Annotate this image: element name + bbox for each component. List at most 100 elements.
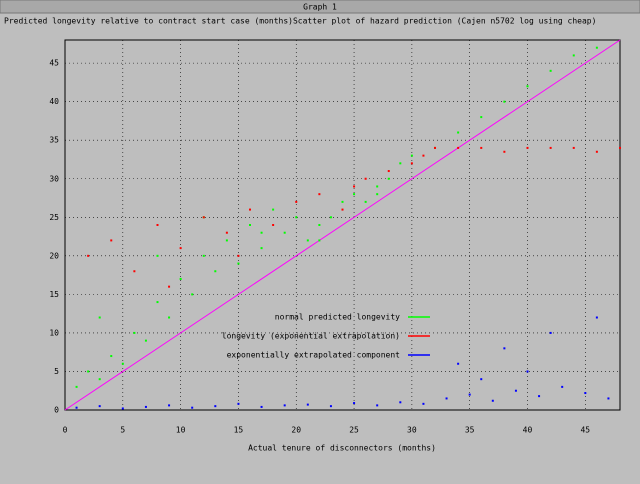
point	[214, 270, 217, 273]
point	[399, 401, 402, 404]
point	[549, 146, 552, 149]
point	[110, 239, 113, 242]
point	[156, 224, 159, 226]
point	[572, 54, 575, 57]
point	[434, 146, 436, 149]
point	[237, 402, 240, 405]
point	[191, 406, 194, 409]
y-tick-label: 30	[49, 174, 59, 183]
legend-label: longevity (exponential extrapolation)	[222, 332, 400, 341]
point	[260, 247, 263, 250]
point	[364, 177, 367, 180]
point	[237, 262, 240, 265]
point	[318, 239, 321, 242]
point	[410, 162, 413, 165]
point	[121, 407, 124, 410]
point	[75, 385, 78, 388]
point	[133, 270, 136, 273]
point	[329, 405, 332, 408]
point	[526, 370, 529, 373]
point	[399, 162, 402, 165]
point	[156, 301, 159, 304]
legend-label: normal predicted longevity	[275, 313, 400, 322]
x-tick-label: 30	[407, 426, 417, 435]
x-tick-label: 0	[63, 426, 68, 435]
point	[341, 200, 344, 203]
point	[87, 370, 90, 373]
x-tick-label: 15	[234, 426, 244, 435]
point	[595, 46, 598, 49]
point	[572, 146, 575, 149]
point	[225, 231, 228, 234]
point	[202, 216, 205, 219]
window-title: Graph 1	[303, 3, 337, 12]
y-tick-label: 5	[54, 367, 59, 376]
point	[179, 277, 182, 280]
reference-line	[64, 39, 621, 411]
chart-title: Predicted longevity relative to contract…	[4, 17, 596, 26]
point	[144, 405, 147, 408]
point	[445, 397, 448, 400]
point	[376, 185, 379, 188]
y-tick-label: 40	[49, 97, 59, 106]
point	[249, 208, 251, 211]
point	[364, 200, 367, 203]
point	[283, 404, 286, 407]
point	[179, 247, 182, 250]
point	[549, 331, 552, 334]
point	[191, 293, 194, 296]
point	[353, 193, 356, 196]
point	[353, 402, 356, 405]
point	[329, 216, 332, 219]
x-tick-label: 20	[291, 426, 301, 435]
title-bar[interactable]	[0, 0, 640, 14]
point	[156, 254, 159, 257]
x-tick-label: 45	[580, 426, 590, 435]
y-tick-label: 15	[49, 290, 59, 299]
point	[249, 224, 251, 226]
point	[503, 100, 506, 103]
point	[422, 154, 425, 157]
point	[376, 404, 379, 407]
point	[260, 405, 263, 408]
point	[457, 146, 460, 149]
point	[168, 285, 171, 288]
point	[306, 403, 309, 406]
point	[468, 393, 471, 396]
point	[538, 395, 541, 398]
y-tick-label: 25	[49, 213, 59, 222]
point	[491, 399, 494, 402]
point	[480, 378, 483, 381]
point	[514, 389, 517, 392]
point	[237, 254, 240, 257]
point	[526, 146, 529, 149]
point	[283, 231, 286, 234]
point	[376, 193, 379, 196]
point	[503, 150, 506, 153]
y-tick-label: 10	[49, 328, 59, 337]
y-tick-label: 35	[49, 136, 59, 145]
x-tick-label: 5	[120, 426, 125, 435]
point	[260, 231, 263, 234]
point	[619, 146, 621, 149]
x-tick-label: 35	[465, 426, 475, 435]
point	[98, 405, 101, 408]
point	[295, 216, 298, 219]
point	[353, 185, 356, 188]
x-tick-label: 40	[523, 426, 533, 435]
point	[457, 131, 460, 134]
point	[272, 208, 275, 211]
point	[607, 397, 610, 400]
point	[295, 200, 298, 203]
y-tick-label: 45	[49, 59, 59, 68]
y-tick-label: 0	[54, 406, 59, 415]
x-tick-label: 10	[176, 426, 186, 435]
point	[121, 362, 124, 365]
point	[480, 116, 483, 119]
point	[526, 85, 529, 88]
point	[561, 385, 564, 388]
point	[341, 208, 344, 211]
point	[168, 316, 171, 319]
point	[98, 378, 101, 381]
